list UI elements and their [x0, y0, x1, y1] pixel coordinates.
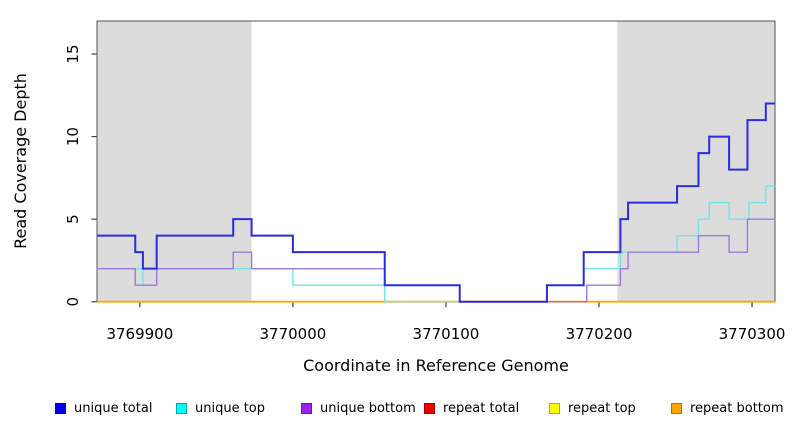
legend-swatch-repeat-bottom — [671, 402, 682, 414]
legend-swatch-repeat-top — [549, 402, 560, 414]
legend-label-unique-total: unique total — [74, 400, 153, 416]
legend-item-unique-total: unique total — [55, 398, 152, 418]
legend-label-unique-top: unique top — [195, 400, 266, 416]
x-tick-label: 3770100 — [413, 325, 480, 343]
legend-label-repeat-total: repeat total — [443, 400, 520, 416]
legend-swatch-unique-top — [176, 402, 187, 414]
x-tick-label: 3770200 — [566, 325, 633, 343]
y-axis-title: Read Coverage Depth — [11, 73, 30, 249]
series-lines — [97, 102, 775, 303]
y-tick-label: 15 — [64, 44, 82, 63]
legend-item-repeat-top: repeat top — [549, 398, 636, 418]
legend-swatch-repeat-total — [424, 402, 435, 414]
legend-item-unique-bottom: unique bottom — [301, 398, 416, 418]
legend-item-unique-top: unique top — [176, 398, 265, 418]
shaded-regions — [97, 21, 775, 302]
legend-label-unique-bottom: unique bottom — [320, 400, 416, 416]
y-tick-label: 0 — [64, 297, 82, 307]
axes: 3769900 3770000 3770100 3770200 3770300 0 5 10 1… — [64, 44, 785, 343]
legend-item-repeat-total: repeat total — [424, 398, 519, 418]
series-line-unique-total — [97, 102, 775, 303]
legend-label-repeat-top: repeat top — [568, 400, 636, 416]
x-tick-label: 3769900 — [106, 325, 173, 343]
legend-swatch-unique-total — [55, 402, 66, 414]
x-tick-label: 3770000 — [259, 325, 326, 343]
left-gray-region — [97, 21, 252, 302]
legend: unique total unique top unique bottom repea… — [0, 398, 792, 420]
y-tick-label: 10 — [64, 127, 82, 146]
y-tick-label: 5 — [64, 214, 82, 224]
legend-label-repeat-bottom: repeat bottom — [690, 400, 784, 416]
legend-swatch-unique-bottom — [301, 402, 312, 414]
x-axis-title: Coordinate in Reference Genome — [303, 356, 569, 375]
legend-item-repeat-bottom: repeat bottom — [671, 398, 784, 418]
x-tick-label: 3770300 — [719, 325, 786, 343]
right-gray-region — [617, 21, 775, 302]
